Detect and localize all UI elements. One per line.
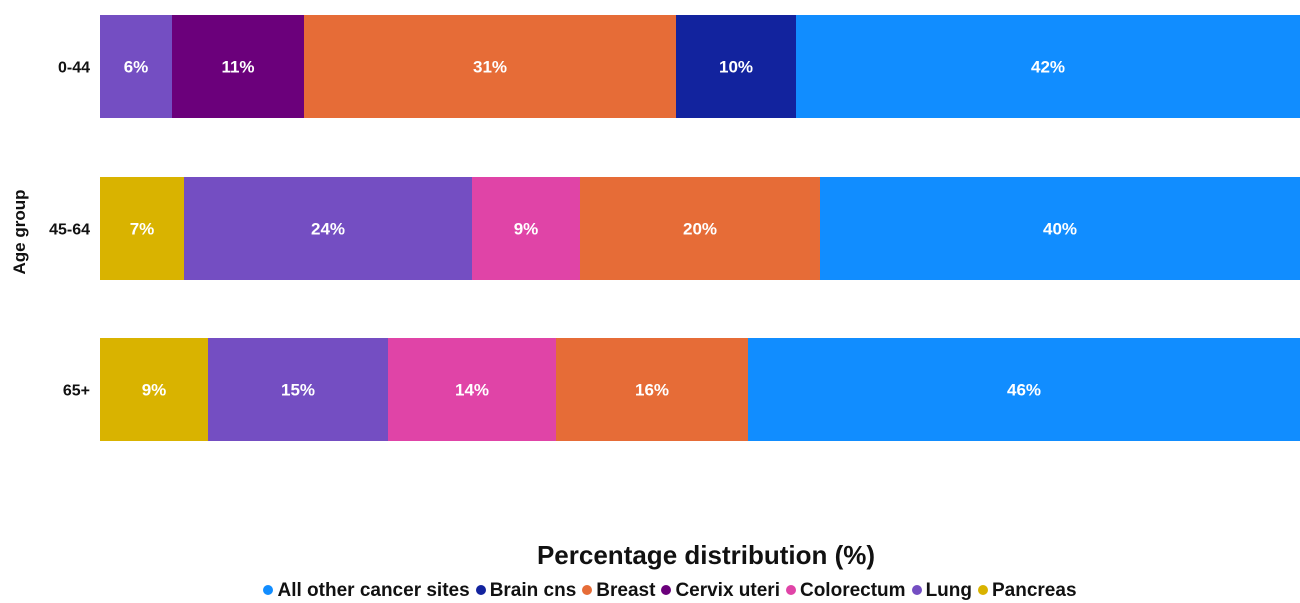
legend-dot-brain-cns xyxy=(475,585,486,595)
legend-label-colorectum: Colorectum xyxy=(799,580,906,601)
data-label-breast-0-44: 31% xyxy=(473,58,507,77)
data-label-pancreas-65: 9% xyxy=(142,381,167,400)
legend: All other cancer sites Brain cns Breast Cer… xyxy=(0,580,1300,602)
bar-brain-cns-0-44 xyxy=(676,15,796,118)
legend-dot-colorectum xyxy=(785,585,796,595)
x-axis-title: Percentage distribution (%) xyxy=(536,540,876,570)
legend-dot-pancreas xyxy=(978,585,988,595)
bars-group: 6% 11% 31% 10% 42% 7% 24% 9% 20% 40% 9% 15% 14% 16% 46… xyxy=(100,15,1300,441)
bar-cervix-uteri-0-44 xyxy=(172,15,304,118)
data-label-lung-65: 15% xyxy=(281,381,315,400)
data-label-all-other-cancer-sites-0-44: 42% xyxy=(1031,58,1065,77)
data-label-breast-65: 16% xyxy=(635,381,669,400)
legend-dot-lung xyxy=(911,585,922,595)
legend-label-brain-cns: Brain cns xyxy=(489,580,577,601)
bar-all-other-cancer-sites-65 xyxy=(748,338,1300,441)
category-labels: 0-44 45-64 65+ xyxy=(49,60,90,400)
data-label-lung-0-44: 6% xyxy=(124,58,149,77)
legend-dot-all-other-cancer-sites xyxy=(263,585,274,595)
data-label-all-other-cancer-sites-65: 46% xyxy=(1007,381,1041,400)
legend-label-breast: Breast xyxy=(596,580,656,601)
bar-lung-45-64 xyxy=(184,177,472,280)
bar-all-other-cancer-sites-45-64 xyxy=(820,177,1300,280)
bar-colorectum-65 xyxy=(388,338,556,441)
legend-item-lung: Lung xyxy=(911,580,972,602)
legend-label-pancreas: Pancreas xyxy=(992,580,1077,601)
data-label-brain-cns-0-44: 10% xyxy=(719,58,753,77)
legend-dot-cervix-uteri xyxy=(661,585,672,595)
bar-lung-0-44 xyxy=(100,15,172,118)
legend-label-cervix-uteri: Cervix uteri xyxy=(675,580,780,601)
category-label-0-44: 0-44 xyxy=(58,60,90,77)
bar-pancreas-45-64 xyxy=(100,177,184,280)
legend-dot-breast xyxy=(582,585,593,595)
stacked-bar-chart: 6% 11% 31% 10% 42% 7% 24% 9% 20% 40% 9% 15% 14% 16% 46… xyxy=(10,15,1300,441)
data-label-all-other-cancer-sites-45-64: 40% xyxy=(1043,220,1077,239)
legend-item-pancreas: Pancreas xyxy=(978,580,1077,602)
legend-item-brain-cns: Brain cns xyxy=(475,580,577,602)
legend-item-colorectum: Colorectum xyxy=(785,580,906,602)
category-label-65: 65+ xyxy=(63,383,90,400)
data-label-colorectum-45-64: 9% xyxy=(514,220,539,239)
bar-lung-65 xyxy=(208,338,388,441)
category-label-45-64: 45-64 xyxy=(49,222,90,239)
data-label-lung-45-64: 24% xyxy=(311,220,345,239)
bar-all-other-cancer-sites-0-44 xyxy=(796,15,1300,118)
bar-colorectum-45-64 xyxy=(472,177,580,280)
data-label-colorectum-65: 14% xyxy=(455,381,489,400)
data-label-pancreas-45-64: 7% xyxy=(130,220,155,239)
y-axis-title: Age group xyxy=(10,190,29,275)
data-label-breast-45-64: 20% xyxy=(683,220,717,239)
bar-breast-65 xyxy=(556,338,748,441)
bar-breast-0-44 xyxy=(304,15,676,118)
bar-breast-45-64 xyxy=(580,177,820,280)
legend-item-breast: Breast xyxy=(582,580,655,602)
legend-item-cervix-uteri: Cervix uteri xyxy=(661,580,780,602)
bar-pancreas-65 xyxy=(100,338,208,441)
legend-item-all-other-cancer-sites: All other cancer sites xyxy=(263,580,470,602)
data-label-cervix-uteri-0-44: 11% xyxy=(221,58,254,77)
legend-label-all-other-cancer-sites: All other cancer sites xyxy=(277,580,470,601)
legend-label-lung: Lung xyxy=(925,580,972,601)
